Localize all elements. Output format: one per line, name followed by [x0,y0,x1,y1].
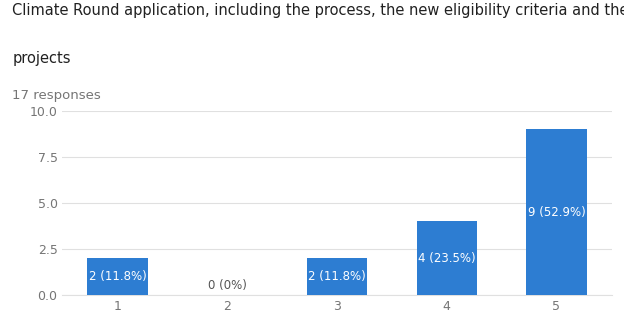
Bar [87,258,148,295]
Bar [307,258,367,295]
Text: 2 (11.8%): 2 (11.8%) [89,270,147,283]
Text: 2 (11.8%): 2 (11.8%) [308,270,366,283]
Bar [526,129,587,295]
Text: 4 (23.5%): 4 (23.5%) [418,251,475,265]
Text: Climate Round application, including the process, the new eligibility criteria a: Climate Round application, including the… [12,3,624,18]
Text: 0 (0%): 0 (0%) [208,279,246,292]
Text: projects: projects [12,51,71,66]
Text: 9 (52.9%): 9 (52.9%) [527,205,585,219]
Text: 17 responses: 17 responses [12,89,101,102]
Bar [416,221,477,295]
